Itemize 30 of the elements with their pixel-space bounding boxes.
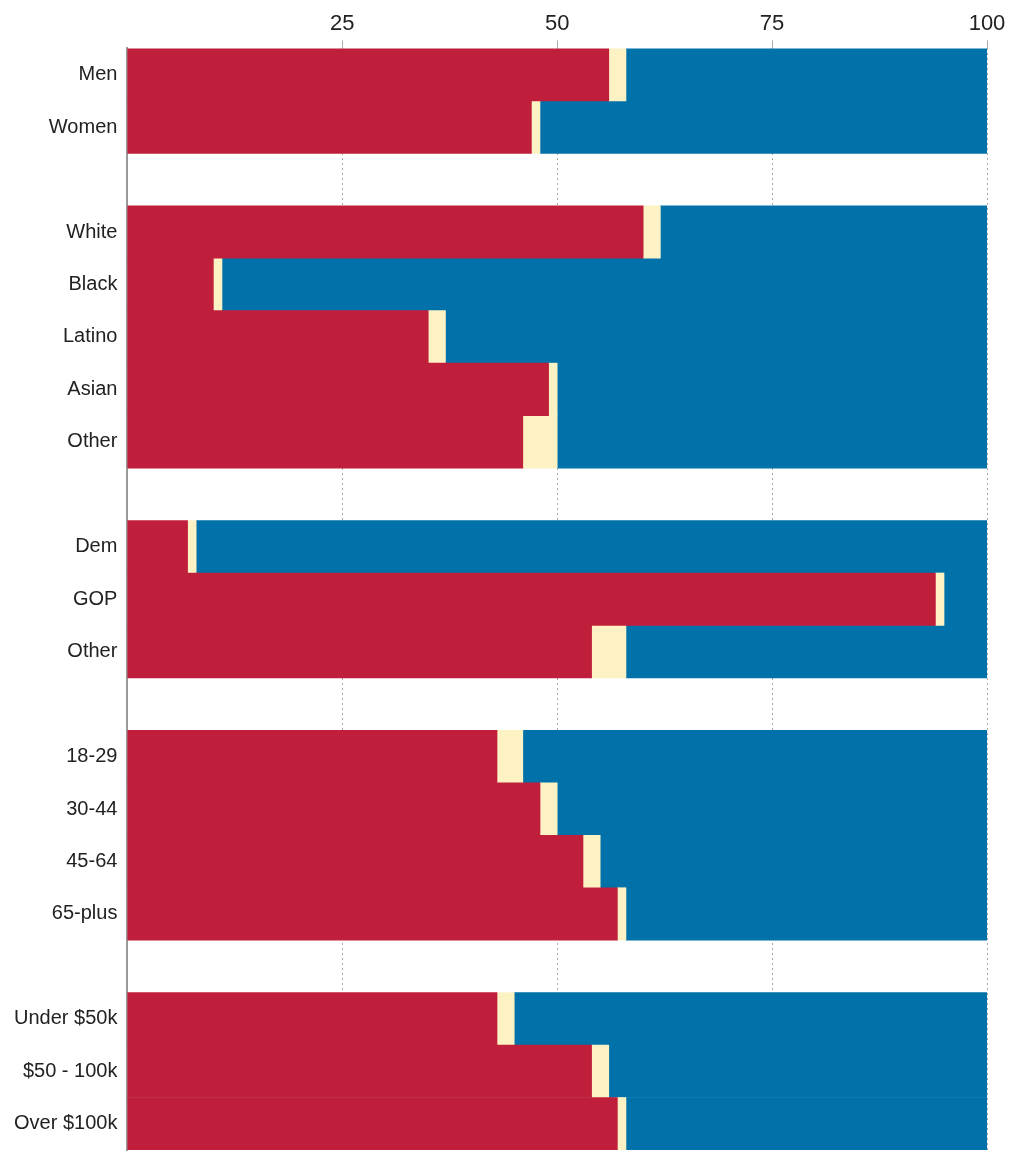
y-tick-label: Women (48, 114, 118, 137)
y-tick-label: Other (67, 429, 118, 452)
y-tick-label: 18-29 (66, 744, 118, 767)
bar (642, 205, 661, 259)
y-tick-label: $50 - 100k (22, 1058, 119, 1081)
y-tick-label: Men (78, 62, 118, 85)
y-tick-label: 30-44 (66, 796, 118, 819)
x-tick-label: 100 (968, 10, 1006, 36)
bar (496, 730, 524, 784)
bar (539, 782, 558, 836)
y-tick-label: GOP (72, 586, 118, 609)
y-tick-label: Dem (75, 534, 118, 557)
bar (591, 1044, 610, 1098)
bar (496, 992, 515, 1046)
bar (608, 48, 627, 102)
y-tick-label: Latino (62, 324, 118, 347)
y-tick-label: Under $50k (13, 1006, 119, 1029)
y-tick-label: Over $100k (14, 1111, 119, 1134)
y-tick-label: Other (67, 639, 118, 662)
y-tick-label: Black (68, 271, 119, 294)
y-tick-label: White (66, 219, 118, 242)
x-tick-label: 50 (544, 10, 570, 36)
y-tick-label: Asian (67, 376, 118, 399)
x-tick-label: 25 (330, 10, 355, 36)
x-tick-label: 75 (759, 10, 785, 36)
y-tick-label: 65-plus (51, 901, 118, 924)
bar (591, 625, 627, 679)
bar (582, 834, 601, 889)
bar (427, 310, 446, 364)
y-tick-label: 45-64 (66, 849, 118, 871)
